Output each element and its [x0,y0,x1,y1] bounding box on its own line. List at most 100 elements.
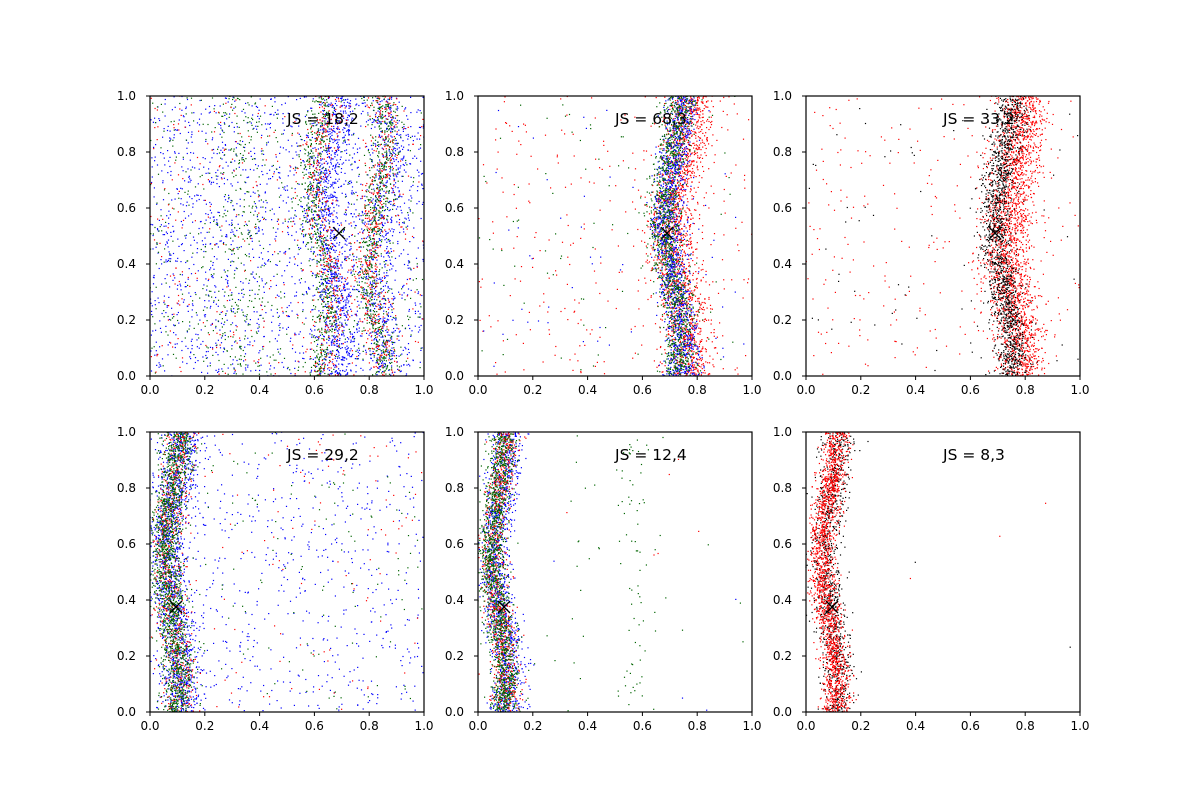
data-point [328,114,330,116]
data-point [293,256,295,258]
data-point [275,137,277,139]
data-point [330,239,332,241]
data-point [331,372,333,374]
data-point [416,157,418,159]
data-point [384,131,386,133]
data-point [327,230,329,232]
data-point [318,328,320,330]
data-point [379,122,381,124]
data-point [352,110,354,112]
data-point [279,329,281,331]
data-point [375,328,377,330]
data-point [351,134,353,136]
data-point [387,297,389,300]
data-point [348,126,350,128]
data-point [249,289,251,291]
data-point [267,301,269,303]
data-point [346,324,348,326]
data-point [400,165,402,167]
data-point [154,323,156,325]
data-point [193,354,195,356]
data-point [263,265,265,267]
data-point [409,365,411,367]
data-point [328,197,330,199]
data-point [390,200,392,203]
data-point [343,359,345,361]
data-point [311,211,313,213]
data-point [341,163,343,165]
data-point [327,301,330,303]
data-point [182,321,184,323]
data-point [262,174,264,176]
data-point [322,189,324,191]
data-point [380,218,382,220]
data-point [396,335,398,337]
data-point [332,202,334,204]
data-point [373,119,375,121]
data-point [335,312,337,314]
data-point [343,102,345,104]
data-point [194,186,197,188]
data-point [391,221,393,223]
data-point [391,129,393,131]
data-point [239,187,241,190]
data-point [331,331,333,333]
data-point [373,303,375,305]
data-point [239,205,241,207]
data-point [386,123,388,125]
data-point [377,330,379,333]
data-point [223,131,225,134]
data-point [319,126,322,128]
data-point [261,124,263,126]
data-point [353,341,355,343]
data-point [383,169,385,171]
data-point [344,319,346,321]
data-point [231,292,233,294]
data-point [329,213,331,215]
data-point [250,150,252,152]
data-point [394,279,396,281]
data-point [325,203,327,205]
data-point [322,299,324,301]
data-point [387,98,389,100]
data-point [281,104,283,106]
data-point [332,181,334,183]
data-point [401,297,403,299]
data-point [368,231,370,233]
data-point [378,214,381,216]
data-point [362,231,364,233]
data-point [369,305,371,307]
data-point [193,327,195,329]
data-point [378,294,380,296]
data-point [348,288,350,290]
data-point [217,246,219,248]
data-point [214,285,216,287]
data-point [336,142,338,145]
data-point [232,109,234,111]
data-point [333,107,335,109]
data-point [237,257,239,259]
data-point [274,97,276,99]
data-point [217,175,219,177]
data-point [191,338,193,340]
data-point [378,216,380,218]
data-point [168,223,170,225]
data-point [353,132,355,135]
data-point [264,283,266,285]
data-point [225,161,227,163]
data-point [250,234,252,237]
data-point [226,310,228,312]
data-point [320,143,322,145]
data-point [188,121,190,123]
data-point [315,371,317,373]
data-point [348,306,351,308]
data-point [320,344,322,346]
data-point [316,288,318,290]
data-point [336,242,338,244]
data-point [258,226,260,228]
data-point [176,129,178,131]
data-point [337,265,339,268]
data-point [348,114,350,116]
data-point [323,109,326,111]
